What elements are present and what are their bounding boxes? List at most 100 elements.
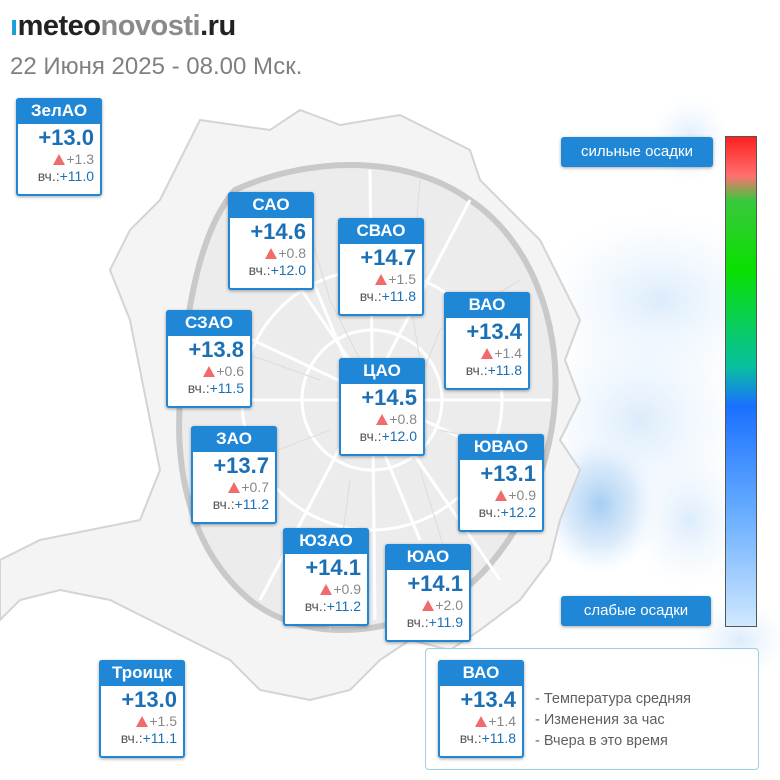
temperature-value: +13.0 (121, 687, 177, 712)
temperature-change: +2.0 (387, 597, 469, 614)
change-value: +1.5 (388, 271, 416, 287)
yesterday-temperature: вч.:+11.8 (446, 362, 528, 379)
triangle-up-icon (228, 482, 241, 493)
change-value: +1.4 (494, 345, 522, 361)
logo-part-domain: .ru (200, 10, 236, 42)
yesterday-temperature: вч.:+11.8 (440, 730, 522, 747)
district-name: ЗелАО (16, 98, 102, 124)
temperature-value: +14.7 (360, 245, 416, 270)
district-name: ЮАО (385, 544, 471, 570)
change-value: +0.9 (333, 581, 361, 597)
temperature-value: +13.7 (213, 453, 269, 478)
temperature-value: +14.1 (305, 555, 361, 580)
triangle-up-icon (203, 366, 216, 377)
yesterday-temperature: вч.:+11.5 (168, 380, 250, 397)
temperature-change: +0.9 (285, 581, 367, 598)
yesterday-prefix: вч.: (187, 380, 210, 396)
temperature-value: +14.1 (407, 571, 463, 596)
yesterday-value: +11.9 (428, 614, 463, 630)
change-value: +0.7 (241, 479, 269, 495)
yesterday-temperature: вч.:+11.2 (193, 496, 275, 513)
change-value: +0.9 (508, 487, 536, 503)
yesterday-value: +11.2 (326, 598, 361, 614)
district-card-svao: СВАО +14.7 +1.5 вч.:+11.8 (338, 218, 424, 316)
district-name: ВАО (444, 292, 530, 318)
district-name: СЗАО (166, 310, 252, 336)
temperature-value: +13.1 (480, 461, 536, 486)
yesterday-prefix: вч.: (359, 428, 382, 444)
district-card-troitsk: Троицк +13.0 +1.5 вч.:+11.1 (99, 660, 185, 758)
district-name: САО (228, 192, 314, 218)
temperature-change: +1.5 (101, 713, 183, 730)
yesterday-prefix: вч.: (459, 730, 482, 746)
district-card-zao: ЗАО +13.7 +0.7 вч.:+11.2 (191, 426, 277, 524)
yesterday-prefix: вч.: (304, 598, 327, 614)
triangle-up-icon (136, 716, 149, 727)
temperature-change: +0.7 (193, 479, 275, 496)
yesterday-prefix: вч.: (37, 168, 60, 184)
temperature-change: +1.4 (446, 345, 528, 362)
triangle-up-icon (475, 716, 488, 727)
triangle-up-icon (376, 414, 389, 425)
yesterday-prefix: вч.: (359, 288, 382, 304)
triangle-up-icon (265, 248, 278, 259)
yesterday-prefix: вч.: (120, 730, 143, 746)
yesterday-temperature: вч.:+12.2 (460, 504, 542, 521)
district-name: ВАО (438, 660, 524, 686)
triangle-up-icon (495, 490, 508, 501)
site-logo[interactable]: ımeteonovosti.ru (10, 8, 236, 44)
logo-part-novosti: novosti (100, 10, 201, 42)
district-card-szao: СЗАО +13.8 +0.6 вч.:+11.5 (166, 310, 252, 408)
legend-line-average: - Температура средняя (535, 691, 691, 707)
temperature-change: +1.3 (18, 151, 100, 168)
yesterday-value: +11.1 (142, 730, 177, 746)
legend-sample-card: ВАО +13.4 +1.4 вч.:+11.8 (438, 660, 524, 758)
yesterday-temperature: вч.:+11.2 (285, 598, 367, 615)
yesterday-temperature: вч.:+11.1 (101, 730, 183, 747)
temperature-change: +0.6 (168, 363, 250, 380)
yesterday-value: +11.8 (487, 362, 522, 378)
district-name: ЦАО (339, 358, 425, 384)
yesterday-temperature: вч.:+11.0 (18, 168, 100, 185)
district-name: СВАО (338, 218, 424, 244)
yesterday-prefix: вч.: (406, 614, 429, 630)
date-time: 22 Июня 2025 - 08.00 Мск. (10, 53, 303, 80)
yesterday-value: +12.2 (500, 504, 536, 520)
legend-line-change: - Изменения за час (535, 712, 665, 728)
temperature-value: +13.0 (38, 125, 94, 150)
yesterday-temperature: вч.:+11.9 (387, 614, 469, 631)
yesterday-value: +11.8 (381, 288, 416, 304)
yesterday-value: +11.5 (209, 380, 244, 396)
yesterday-temperature: вч.:+12.0 (230, 262, 312, 279)
temperature-value: +14.5 (361, 385, 417, 410)
yesterday-prefix: вч.: (248, 262, 271, 278)
temperature-change: +0.9 (460, 487, 542, 504)
triangle-up-icon (422, 600, 435, 611)
temperature-value: +14.6 (250, 219, 306, 244)
district-card-vao: ВАО +13.4 +1.4 вч.:+11.8 (444, 292, 530, 390)
logo-part-meteo: meteo (17, 10, 101, 42)
temperature-change: +1.5 (340, 271, 422, 288)
yesterday-temperature: вч.:+11.8 (340, 288, 422, 305)
district-name: Троицк (99, 660, 185, 686)
triangle-up-icon (375, 274, 388, 285)
district-card-yuao: ЮАО +14.1 +2.0 вч.:+11.9 (385, 544, 471, 642)
change-value: +0.8 (389, 411, 417, 427)
triangle-up-icon (53, 154, 66, 165)
logo-mark: ı (10, 10, 18, 42)
temperature-value: +13.4 (466, 319, 522, 344)
district-name: ЮВАО (458, 434, 544, 460)
yesterday-value: +11.8 (481, 730, 516, 746)
district-name: ЮЗАО (283, 528, 369, 554)
district-name: ЗАО (191, 426, 277, 452)
change-value: +1.4 (488, 713, 516, 729)
legend-descriptions: - Температура средняя - Изменения за час… (535, 689, 691, 752)
legend-line-yesterday: - Вчера в это время (535, 733, 668, 749)
triangle-up-icon (320, 584, 333, 595)
district-card-sao: САО +14.6 +0.8 вч.:+12.0 (228, 192, 314, 290)
change-value: +1.5 (149, 713, 177, 729)
temperature-change: +0.8 (230, 245, 312, 262)
yesterday-value: +11.0 (59, 168, 94, 184)
precip-strong-label: сильные осадки (561, 137, 713, 167)
change-value: +0.8 (278, 245, 306, 261)
